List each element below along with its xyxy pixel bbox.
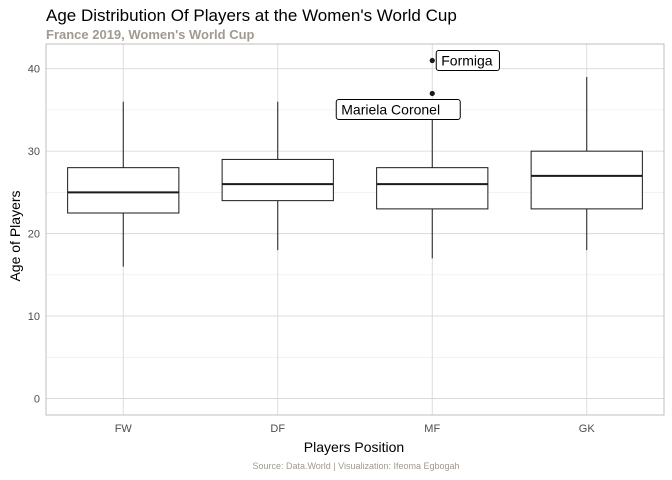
chart-title: Age Distribution Of Players at the Women… [46,6,457,25]
outlier-label: Mariela Coronel [335,98,461,120]
label-text: Mariela Coronel [341,101,440,117]
outlier-point [429,57,435,64]
y-axis-title: Age of Players [7,190,23,281]
y-tick-label: 20 [28,229,40,241]
iqr-box [376,167,489,210]
y-tick-label: 40 [28,64,40,76]
box-gk [530,76,643,251]
x-tick-label: MF [424,423,440,435]
x-axis-title: Players Position [304,439,404,455]
iqr-box [530,150,643,210]
tick-labels: 0 10 20 30 40 FW DF MF GK [28,64,596,435]
y-tick-label: 0 [34,394,40,406]
y-tick-label: 30 [28,146,40,158]
x-tick-label: FW [115,423,133,435]
chart-caption: Source: Data.World | Visualization: Ifeo… [252,461,460,471]
chart-subtitle: France 2019, Women's World Cup [46,27,255,42]
box-df [221,101,334,251]
x-tick-label: DF [270,423,285,435]
label-text: Formiga [441,52,493,68]
annotations: Formiga Mariela Coronel [335,49,500,120]
plot-panel [45,43,665,416]
iqr-box [221,158,334,202]
y-tick-label: 10 [28,311,40,323]
outlier-point [429,90,435,97]
label-box [435,49,500,71]
x-tick-label: GK [579,423,596,435]
iqr-box [67,167,180,214]
label-box [335,98,461,120]
box-fw [67,101,180,267]
outlier-label: Formiga [435,49,500,71]
box-mf [376,118,489,259]
boxes [67,76,643,267]
